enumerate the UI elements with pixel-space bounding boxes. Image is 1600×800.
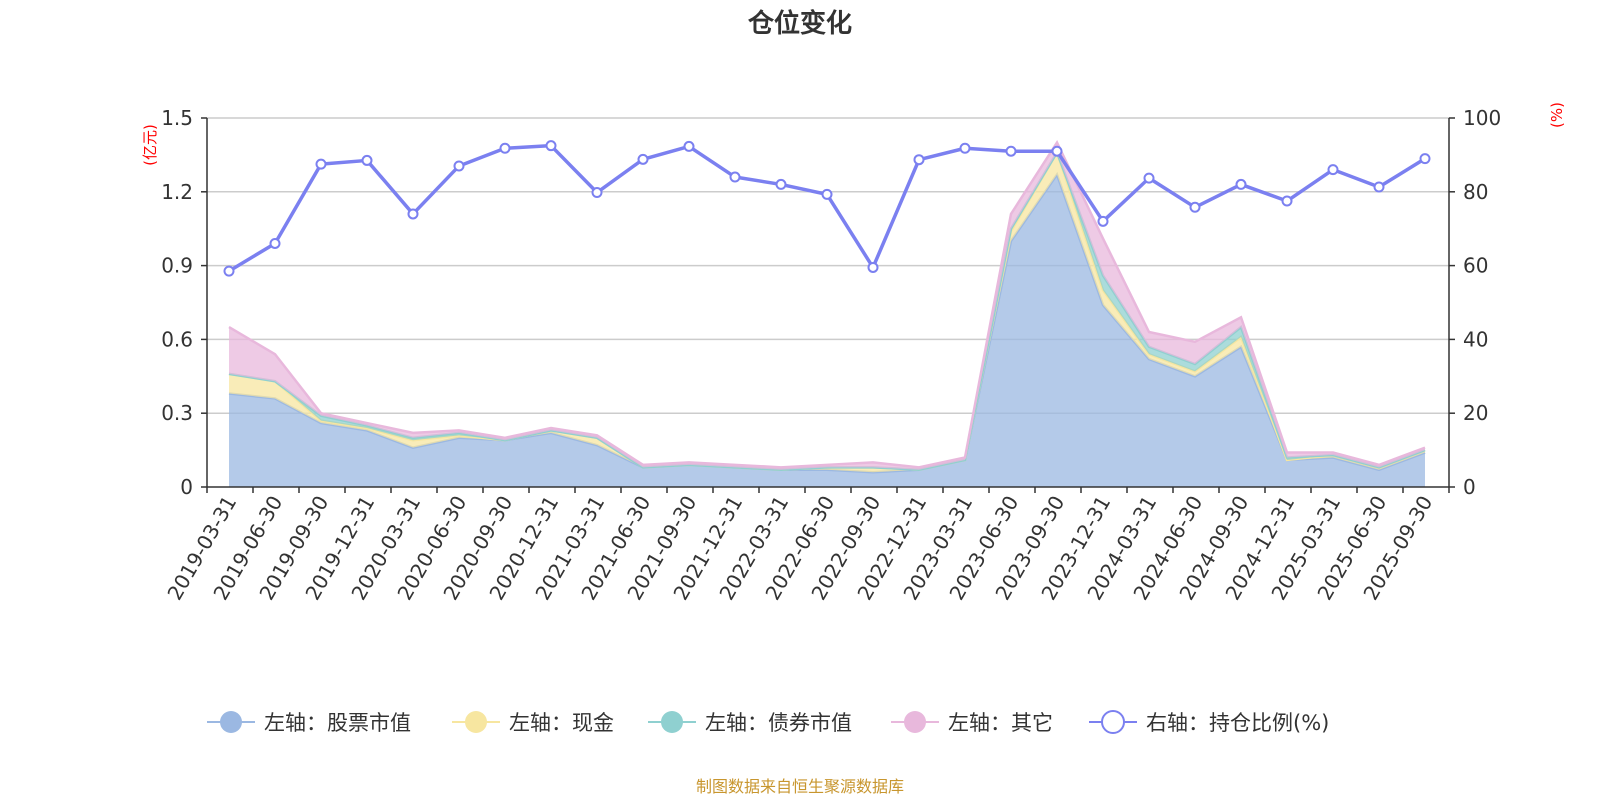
stacked-areas [228, 140, 1426, 487]
ratio-point [223, 265, 235, 277]
ratio-point [1005, 145, 1017, 157]
legend-label: 左轴：股票市值 [264, 711, 411, 735]
ratio-point [867, 261, 879, 273]
legend-label: 左轴：现金 [509, 711, 614, 735]
left-tick-label: 0.3 [161, 401, 193, 425]
legend-marker [904, 711, 926, 733]
ratio-point [729, 171, 741, 183]
legend-label: 左轴：其它 [948, 711, 1053, 735]
left-tick-label: 0.9 [161, 254, 193, 278]
axes: 00.30.60.91.21.50204060801002019-03-3120… [161, 106, 1501, 604]
ratio-point [1143, 172, 1155, 184]
ratio-point [1281, 195, 1293, 207]
ratio-point [1419, 153, 1431, 165]
legend-label: 右轴：持仓比例(%) [1146, 711, 1329, 735]
ratio-line-path [228, 143, 1426, 273]
ratio-point [1189, 201, 1201, 213]
ratio-point [1373, 181, 1385, 193]
ratio-point [1051, 145, 1063, 157]
ratio-point [637, 153, 649, 165]
ratio-point [453, 160, 465, 172]
left-tick-label: 1.5 [161, 106, 193, 130]
ratio-point [913, 154, 925, 166]
ratio-point [1097, 215, 1109, 227]
left-tick-label: 1.2 [161, 180, 193, 204]
ratio-point [545, 140, 557, 152]
right-tick-label: 20 [1463, 401, 1488, 425]
right-tick-label: 100 [1463, 106, 1501, 130]
right-axis-unit: (%) [1548, 102, 1566, 128]
legend: 左轴：股票市值 左轴：现金 左轴：债券市值 左轴：其它 右轴：持仓比例(%) [207, 710, 1329, 735]
area-左轴：股票市值 [229, 174, 1425, 487]
area-edge-左轴：其它 [228, 140, 1426, 469]
legend-marker [220, 711, 242, 733]
ratio-point [591, 187, 603, 199]
chart-title: 仓位变化 [747, 8, 852, 39]
ratio-point [821, 188, 833, 200]
grid-lines [207, 117, 1449, 414]
legend-marker [1101, 710, 1125, 734]
ratio-point [499, 142, 511, 154]
right-tick-label: 60 [1463, 254, 1488, 278]
data-source-note: 制图数据来自恒生聚源数据库 [696, 777, 904, 796]
ratio-point [269, 237, 281, 249]
ratio-point [959, 142, 971, 154]
legend-label: 左轴：债券市值 [705, 711, 852, 735]
left-tick-label: 0.6 [161, 327, 193, 351]
right-tick-label: 0 [1463, 475, 1476, 499]
right-tick-label: 40 [1463, 327, 1488, 351]
legend-marker [465, 711, 487, 733]
ratio-point [1327, 164, 1339, 176]
position-ratio-line [223, 140, 1431, 277]
ratio-point [775, 178, 787, 190]
right-tick-label: 80 [1463, 180, 1488, 204]
ratio-point [1235, 178, 1247, 190]
left-tick-label: 0 [180, 475, 193, 499]
left-axis-unit: (亿元) [141, 124, 159, 166]
ratio-point [315, 158, 327, 170]
ratio-point [361, 154, 373, 166]
legend-marker [661, 711, 683, 733]
ratio-point [683, 140, 695, 152]
ratio-point [407, 208, 419, 220]
